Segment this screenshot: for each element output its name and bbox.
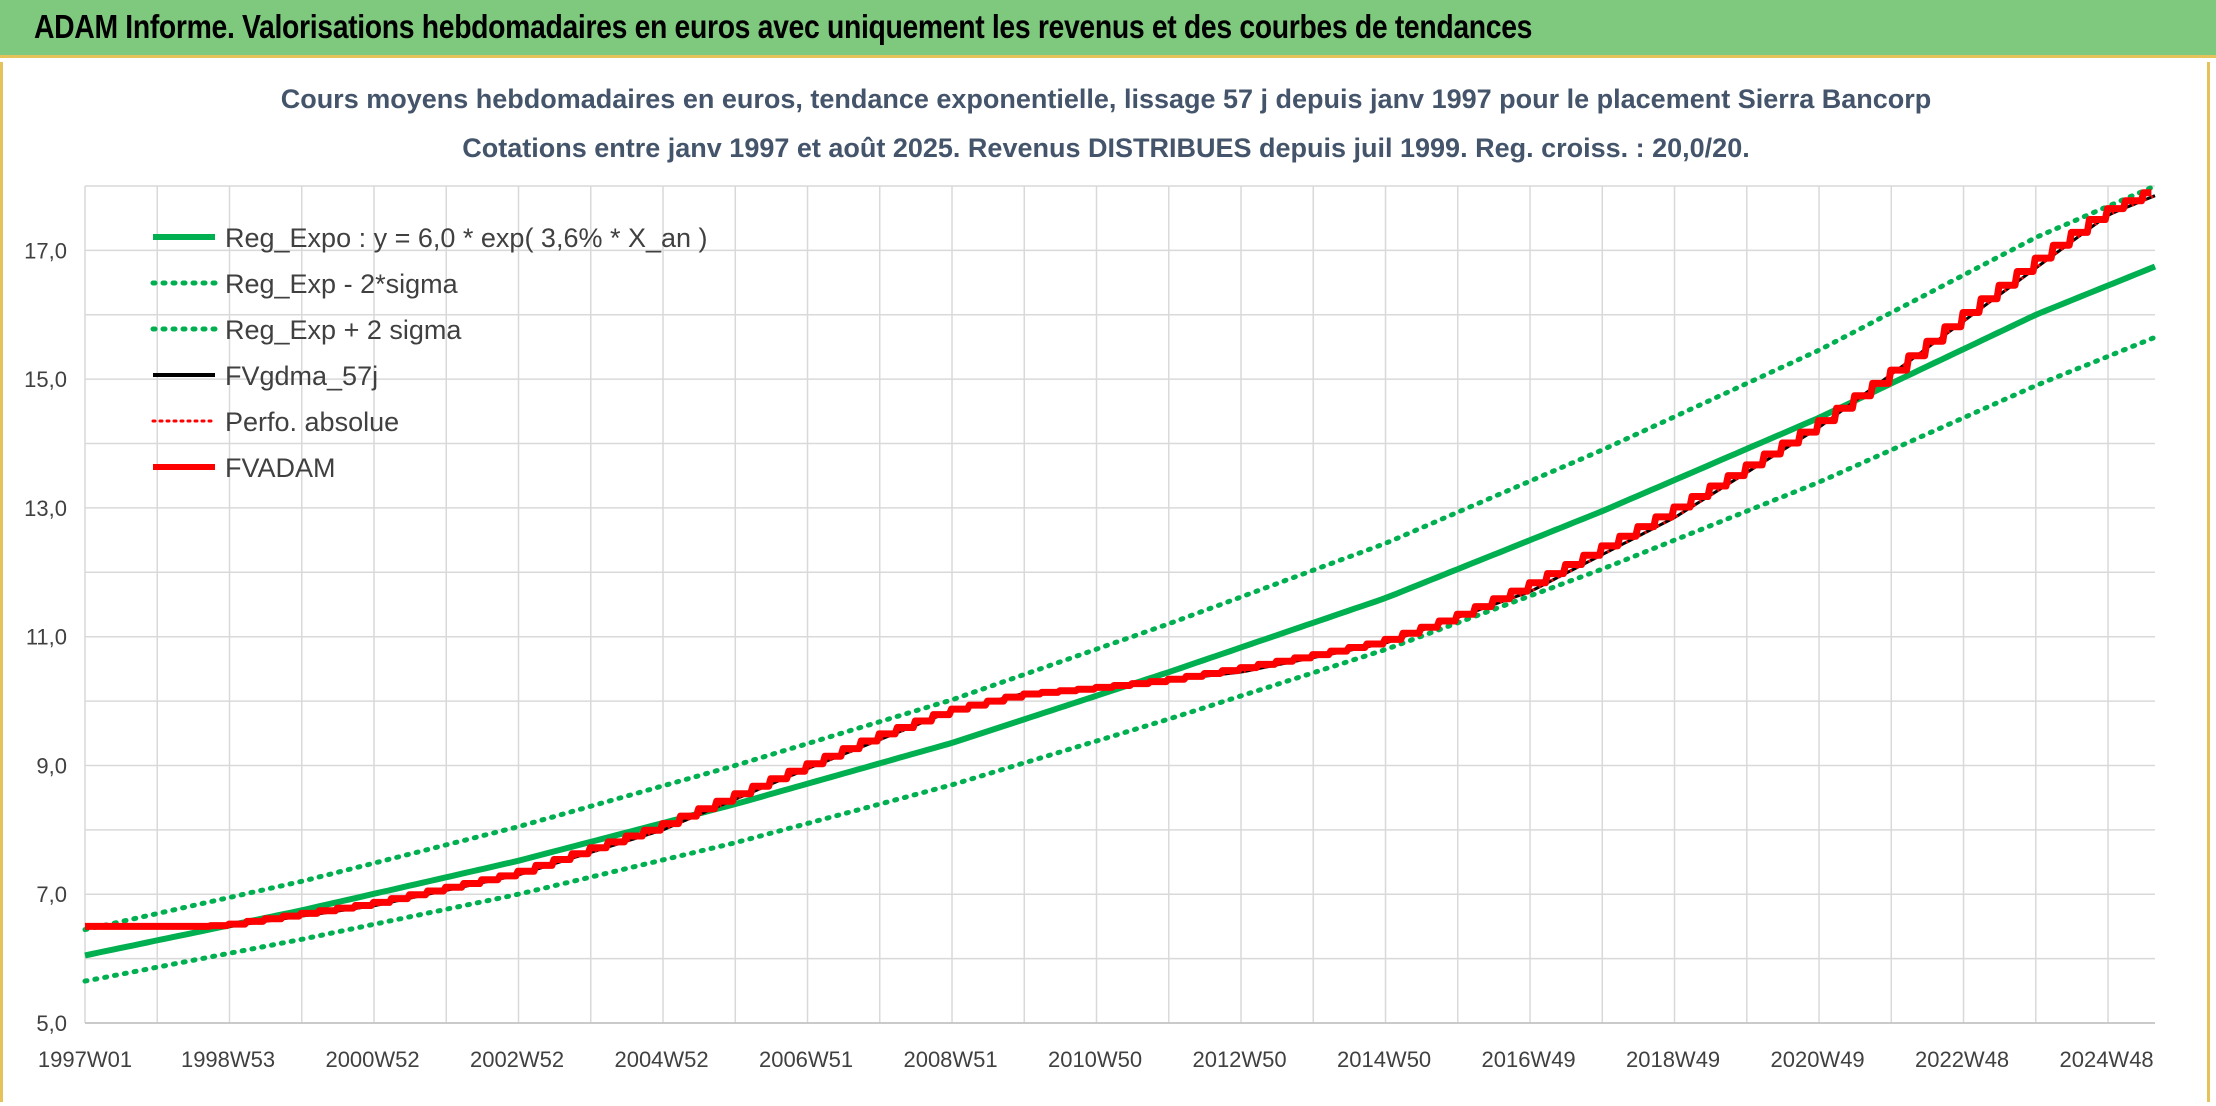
chart-title: Cours moyens hebdomadaires en euros, ten… [281,84,1932,114]
fvgdma-57j-line [85,194,2156,928]
header-banner: ADAM Informe. Valorisations hebdomadaire… [0,0,2216,58]
x-tick-label: 2016W49 [1481,1047,1575,1072]
legend-label: FVgdma_57j [225,361,378,391]
chart-subtitle: Cotations entre janv 1997 et août 2025. … [462,133,1749,163]
legend: Reg_Expo : y = 6,0 * exp( 3,6% * X_an ) R… [150,223,708,483]
legend-label: Reg_Expo : y = 6,0 * exp( 3,6% * X_an ) [225,223,708,253]
grid [84,185,2155,1024]
y-tick-label: 17,0 [24,238,67,263]
x-tick-label: 2004W52 [614,1047,708,1072]
x-tick-label: 2012W50 [1192,1047,1286,1072]
legend-label: Reg_Exp + 2 sigma [225,315,462,345]
series-lines [82,183,2158,984]
legend-label: Perfo. absolue [225,407,399,437]
x-tick-label: 2008W51 [903,1047,997,1072]
x-tick-label: 2018W49 [1626,1047,1720,1072]
y-tick-label: 15,0 [24,367,67,392]
reg-expo-line [84,263,2157,959]
y-tick-label: 7,0 [36,882,67,907]
legend-label: Reg_Exp - 2*sigma [225,269,459,299]
reg-exp-plus-2sigma-line [82,183,2158,933]
trend-chart: 5,0 7,0 9,0 11,0 13,0 15,0 17,0 1997W01 1998W53 2… [24,84,2158,1072]
y-tick-label: 5,0 [36,1011,67,1036]
perfo-absolue-line [85,194,2156,928]
x-tick-label: 1997W01 [38,1047,132,1072]
y-tick-label: 9,0 [36,753,67,778]
x-tick-label: 2000W52 [325,1047,419,1072]
x-tick-label: 2020W49 [1770,1047,1864,1072]
chart-titles: Cours moyens hebdomadaires en euros, ten… [281,84,1932,163]
chart-frame: 5,0 7,0 9,0 11,0 13,0 15,0 17,0 1997W01 1998W53 2… [0,62,2210,1102]
reg-exp-minus-2sigma-line [82,334,2158,984]
x-tick-label: 2006W51 [759,1047,853,1072]
x-tick-label: 2024W48 [2059,1047,2153,1072]
page-title: ADAM Informe. Valorisations hebdomadaire… [34,8,1533,45]
x-tick-label: 2010W50 [1048,1047,1142,1072]
x-tick-label: 2022W48 [1915,1047,2009,1072]
axes: 5,0 7,0 9,0 11,0 13,0 15,0 17,0 1997W01 1998W53 2… [24,238,2155,1072]
x-tick-label: 2002W52 [470,1047,564,1072]
y-tick-label: 11,0 [26,625,67,650]
legend-label: FVADAM [225,453,336,483]
x-tick-label: 2014W50 [1337,1047,1431,1072]
fvadam-line [85,189,2152,930]
y-tick-label: 13,0 [24,496,67,521]
x-tick-label: 1998W53 [181,1047,275,1072]
